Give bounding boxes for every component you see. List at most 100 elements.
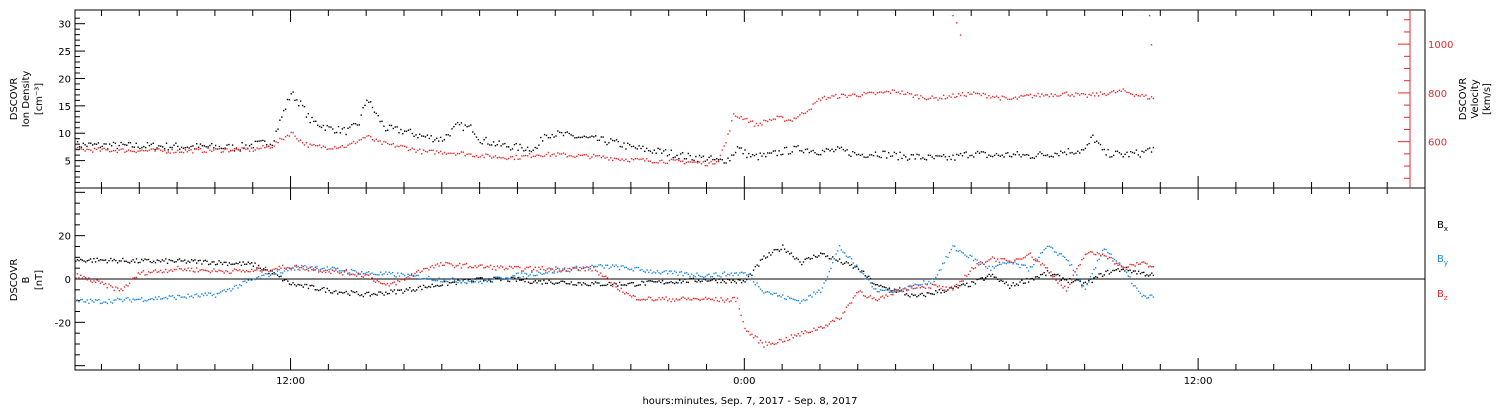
data-point xyxy=(123,286,126,288)
data-point xyxy=(1065,91,1068,93)
data-point xyxy=(81,298,83,301)
data-point xyxy=(161,259,163,261)
data-point xyxy=(173,152,175,154)
data-point xyxy=(115,259,117,262)
data-point xyxy=(759,339,762,342)
data-point xyxy=(568,155,570,157)
data-point xyxy=(226,270,229,273)
data-point xyxy=(194,271,196,273)
data-point xyxy=(866,297,868,299)
data-point xyxy=(175,268,177,271)
data-point xyxy=(884,150,886,153)
data-point xyxy=(182,269,184,272)
data-point xyxy=(629,269,631,271)
data-point xyxy=(440,262,442,264)
data-point xyxy=(589,157,591,160)
data-point xyxy=(687,273,689,276)
data-point xyxy=(885,289,887,291)
data-point xyxy=(969,270,971,272)
data-point xyxy=(269,147,272,149)
data-point xyxy=(852,93,854,95)
data-point xyxy=(955,249,958,252)
data-point xyxy=(964,274,966,277)
data-point xyxy=(361,271,363,273)
data-point xyxy=(362,276,365,278)
data-point xyxy=(935,155,937,157)
data-point xyxy=(515,265,518,268)
data-point xyxy=(103,301,105,303)
data-point xyxy=(1055,279,1057,281)
data-point xyxy=(512,267,514,270)
data-point xyxy=(364,274,366,276)
data-point xyxy=(239,261,241,263)
data-point xyxy=(773,249,775,251)
data-point xyxy=(488,266,490,268)
data-point xyxy=(1026,154,1028,156)
data-point xyxy=(429,286,432,288)
data-point xyxy=(1127,275,1129,277)
data-point xyxy=(443,139,446,141)
data-point xyxy=(912,284,915,287)
data-point xyxy=(961,92,964,94)
data-point xyxy=(719,158,722,160)
data-point xyxy=(99,146,101,149)
bottom-left-axis-title-line3: [nT] xyxy=(34,270,45,290)
data-point xyxy=(1073,95,1075,98)
data-point xyxy=(432,149,434,151)
data-point xyxy=(557,152,559,154)
data-point xyxy=(496,276,499,278)
data-point xyxy=(712,163,714,165)
data-point xyxy=(528,150,531,152)
data-point xyxy=(770,343,772,345)
data-point xyxy=(394,126,396,128)
data-point xyxy=(931,293,934,295)
data-point xyxy=(112,149,115,152)
data-point xyxy=(426,267,428,270)
data-point xyxy=(854,265,856,267)
data-point xyxy=(165,296,167,299)
data-point xyxy=(142,270,145,272)
data-point xyxy=(878,91,880,93)
data-point xyxy=(221,263,224,266)
data-point xyxy=(213,261,215,263)
data-point xyxy=(433,285,435,288)
data-point xyxy=(298,105,300,107)
data-point xyxy=(857,153,860,156)
data-point xyxy=(727,273,729,275)
data-point xyxy=(575,284,578,286)
data-point xyxy=(536,154,538,156)
data-point xyxy=(746,274,748,276)
data-point xyxy=(417,269,420,272)
data-point xyxy=(816,329,818,331)
data-point xyxy=(479,156,481,158)
data-point xyxy=(201,145,204,147)
data-point xyxy=(823,282,825,284)
data-point xyxy=(642,270,645,273)
data-point xyxy=(720,297,722,299)
data-point xyxy=(1152,274,1155,277)
data-point xyxy=(249,279,251,281)
data-point xyxy=(1016,98,1018,100)
data-point xyxy=(168,270,170,272)
data-point xyxy=(1060,94,1062,97)
data-point xyxy=(1143,261,1145,263)
data-point xyxy=(1122,268,1124,270)
data-point xyxy=(767,152,769,154)
data-point xyxy=(601,265,604,267)
data-point xyxy=(202,269,205,271)
data-point xyxy=(1103,254,1105,257)
data-point xyxy=(92,144,94,146)
data-point xyxy=(732,274,734,277)
data-point xyxy=(850,155,852,157)
data-point xyxy=(1026,254,1028,256)
data-point xyxy=(1134,270,1136,272)
data-point xyxy=(587,155,589,157)
data-point xyxy=(333,270,335,272)
data-point xyxy=(721,159,723,161)
data-point xyxy=(251,268,253,271)
data-point xyxy=(752,281,755,283)
data-point xyxy=(1119,262,1121,264)
data-point xyxy=(177,259,179,261)
data-point xyxy=(158,259,160,262)
data-point xyxy=(447,262,449,264)
